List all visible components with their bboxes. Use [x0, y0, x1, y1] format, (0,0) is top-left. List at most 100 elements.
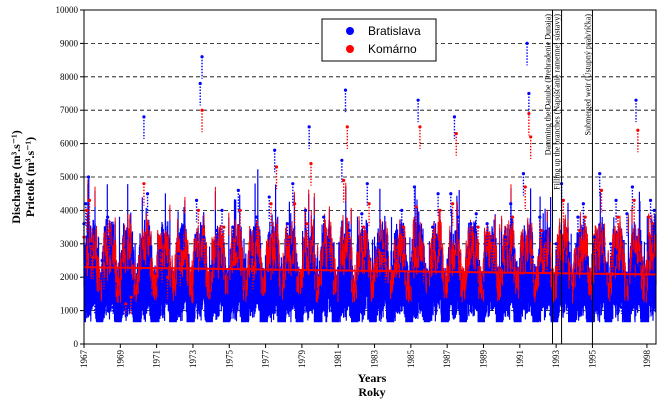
kom-rno-point-34: [367, 202, 371, 206]
bratislava-point-46: [332, 305, 337, 309]
bratislava-point-13: [145, 192, 150, 196]
bratislava-point-76: [503, 235, 507, 239]
bratislava-point-84: [543, 238, 547, 243]
kom-rno-point-38: [401, 225, 406, 229]
bratislava-point-5: [100, 258, 104, 263]
bratislava-point-66: [449, 192, 453, 196]
bratislava-point-74: [490, 238, 495, 243]
bratislava-point-75: [496, 312, 500, 316]
kom-rno-point-48: [492, 248, 496, 253]
bratislava-point-63: [431, 225, 435, 229]
x-tick-label-1975: 1975: [224, 350, 234, 369]
bratislava-point-67: [452, 115, 457, 119]
y-tick-label-7000: 7000: [60, 105, 79, 115]
kom-rno-point-12: [178, 262, 182, 266]
bratislava-point-10: [133, 309, 137, 313]
x-tick-label-1995: 1995: [587, 350, 597, 369]
x-tick-label-1998: 1998: [642, 350, 652, 369]
kom-rno-point-40: [418, 125, 422, 129]
y-tick-label-8000: 8000: [60, 72, 79, 82]
kom-rno-point-47: [487, 232, 491, 236]
trend-line: [83, 266, 657, 276]
trend-line-0: [83, 266, 657, 276]
kom-rno-point-6: [124, 302, 128, 306]
bratislava-point-104: [648, 198, 653, 202]
y-tick-label-5000: 5000: [60, 172, 79, 182]
y-tick-label-9000: 9000: [60, 38, 79, 48]
kom-rno-point-49: [505, 242, 509, 246]
bratislava-point-14: [149, 288, 153, 293]
bratislava-point-6: [106, 215, 110, 219]
kom-rno-point-66: [647, 215, 651, 219]
bratislava-point-91: [581, 202, 585, 206]
kom-rno-point-5: [107, 228, 112, 233]
bratislava-point-3: [89, 242, 93, 246]
bratislava-point-83: [538, 215, 542, 219]
bratislava-point-37: [278, 295, 282, 299]
kom-rno-point-2: [87, 198, 92, 202]
bratislava-point-52: [365, 182, 369, 186]
bratislava-point-60: [412, 185, 417, 189]
kom-rno-point-52: [527, 111, 531, 116]
kom-rno-point-15: [200, 108, 204, 112]
bratislava-point-94: [598, 172, 602, 176]
bratislava-point-90: [576, 215, 580, 219]
bratislava-point-49: [347, 228, 351, 233]
bratislava-point-9: [127, 292, 131, 296]
x-axis-title-en: Years: [358, 371, 387, 385]
bratislava-point-99: [625, 212, 629, 216]
kom-rno-point-63: [616, 215, 620, 219]
kom-rno-point-31: [342, 178, 346, 182]
bratislava-point-101: [634, 98, 638, 102]
bratislava-point-32: [249, 255, 253, 259]
bratislava-point-41: [303, 208, 308, 212]
bratislava-point-11: [138, 312, 142, 316]
x-axis-title-sk: Roky: [358, 385, 385, 399]
kom-rno-point-50: [510, 215, 515, 219]
bratislava-point-95: [603, 298, 607, 303]
kom-rno-point-10: [160, 258, 164, 263]
kom-rno-point-35: [378, 252, 382, 256]
y-tick-label-6000: 6000: [60, 139, 79, 149]
bratislava-point-58: [400, 208, 404, 212]
annotation-label-0: Damming the Danube (Prehradenie Dunaja): [543, 14, 552, 156]
kom-rno-point-45: [470, 232, 475, 236]
bratislava-point-59: [405, 305, 409, 309]
bratislava-point-40: [296, 302, 300, 306]
legend-marker-komarno: [346, 45, 354, 53]
kom-rno-point-39: [414, 205, 418, 209]
komarno-band: [86, 179, 657, 304]
x-tick-label-1989: 1989: [478, 350, 488, 369]
bratislava-point-48: [343, 88, 348, 92]
kom-rno-point-41: [432, 235, 437, 239]
bratislava-point-31: [242, 302, 246, 306]
kom-rno-point-53: [529, 135, 533, 139]
kom-rno-point-58: [578, 228, 582, 233]
bratislava-point-29: [231, 225, 235, 229]
kom-rno-point-19: [233, 238, 237, 243]
bratislava-point-44: [322, 215, 326, 219]
kom-rno-point-1: [85, 208, 89, 212]
bratislava-point-77: [509, 202, 513, 206]
legend-label-komarno: Komárno: [368, 42, 417, 56]
bratislava-point-71: [474, 212, 478, 216]
kom-rno-point-36: [383, 258, 388, 263]
bratislava-point-61: [416, 98, 420, 102]
kom-rno-point-8: [142, 182, 146, 186]
bratislava-point-72: [480, 305, 484, 309]
kom-rno-point-17: [216, 242, 220, 246]
kom-rno-point-55: [545, 248, 549, 253]
y-tick-label-4000: 4000: [60, 205, 79, 215]
x-tick-label-1987: 1987: [442, 350, 452, 369]
kom-rno-point-16: [204, 245, 208, 249]
kom-rno-point-46: [476, 225, 480, 229]
bratislava-point-81: [527, 91, 531, 96]
x-tick-label-1993: 1993: [551, 350, 561, 369]
kom-rno-point-32: [345, 125, 349, 129]
bratislava-point-93: [592, 235, 596, 239]
kom-rno-point-62: [610, 252, 615, 256]
bratislava-point-57: [394, 235, 398, 239]
annotation-label-2: Submerged weir (Ústupný prah/ríčka): [582, 14, 592, 136]
bratislava-point-20: [187, 309, 191, 313]
bratislava-point-86: [554, 242, 558, 246]
